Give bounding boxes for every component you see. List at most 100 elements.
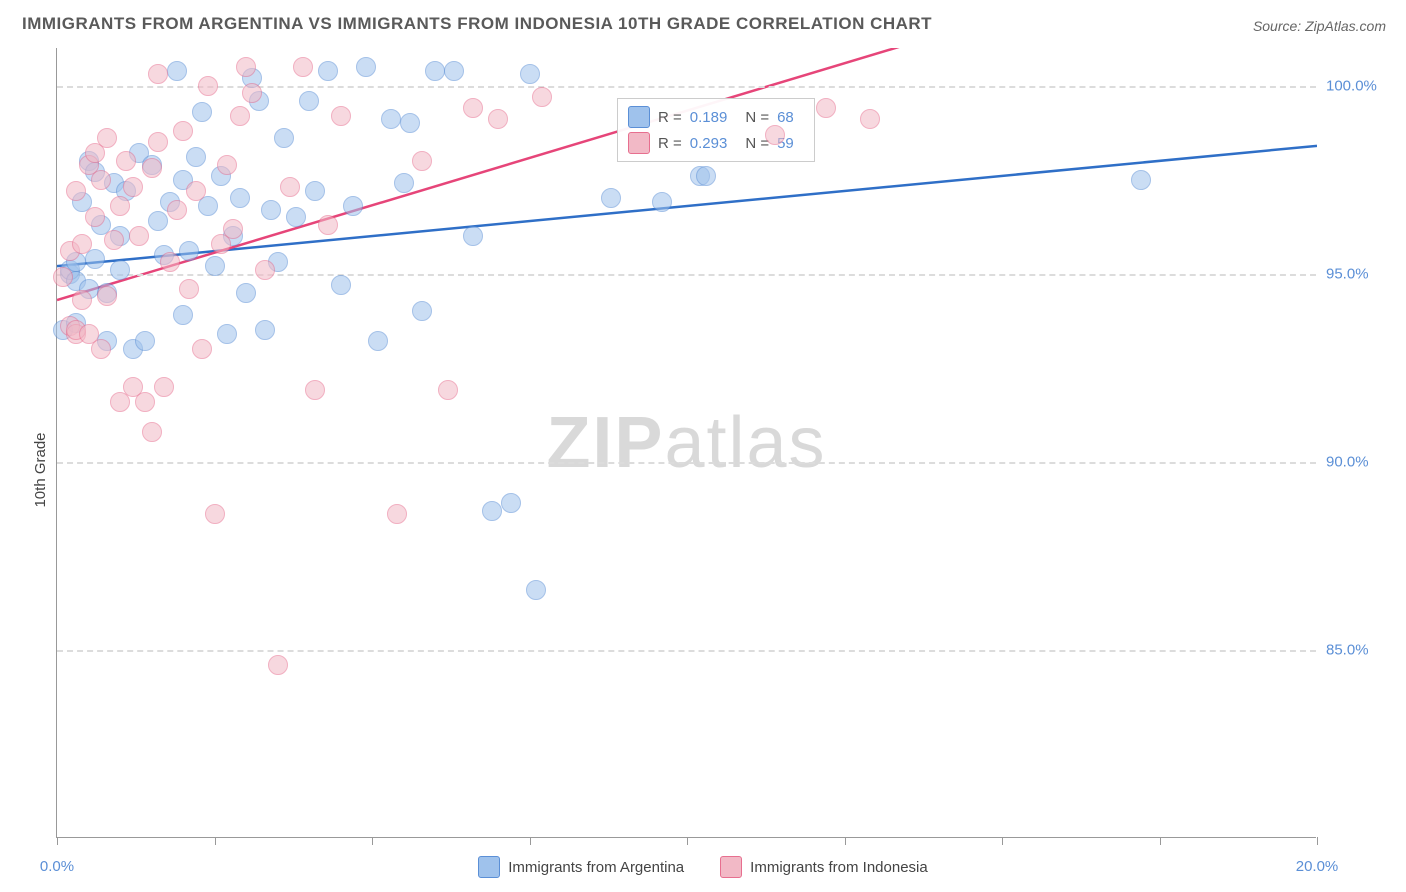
scatter-point	[331, 275, 351, 295]
scatter-point	[186, 181, 206, 201]
legend-swatch	[720, 856, 742, 878]
scatter-point	[652, 192, 672, 212]
scatter-point	[696, 166, 716, 186]
chart-title: IMMIGRANTS FROM ARGENTINA VS IMMIGRANTS …	[22, 14, 932, 34]
scatter-point	[223, 219, 243, 239]
x-tick	[1002, 837, 1003, 845]
legend-series-name: Immigrants from Argentina	[508, 859, 684, 876]
scatter-point	[601, 188, 621, 208]
legend-series: Immigrants from Argentina Immigrants from…	[0, 856, 1406, 882]
legend-r-label: R =	[658, 109, 682, 126]
scatter-point	[129, 226, 149, 246]
y-tick-label: 85.0%	[1326, 641, 1386, 658]
scatter-point	[274, 128, 294, 148]
scatter-point	[205, 504, 225, 524]
x-tick	[215, 837, 216, 845]
scatter-point	[179, 279, 199, 299]
x-tick	[687, 837, 688, 845]
scatter-point	[261, 200, 281, 220]
chart-container: IMMIGRANTS FROM ARGENTINA VS IMMIGRANTS …	[0, 0, 1406, 892]
scatter-point	[236, 283, 256, 303]
scatter-point	[501, 493, 521, 513]
legend-r-value: 0.189	[690, 109, 728, 126]
scatter-point	[154, 377, 174, 397]
scatter-point	[343, 196, 363, 216]
scatter-point	[123, 177, 143, 197]
plot-area: ZIPatlas R =0.189N =68R =0.293N =59 85.0…	[56, 48, 1316, 838]
x-tick	[1160, 837, 1161, 845]
scatter-point	[305, 181, 325, 201]
scatter-point	[368, 331, 388, 351]
scatter-point	[198, 76, 218, 96]
scatter-point	[356, 57, 376, 77]
scatter-point	[97, 286, 117, 306]
scatter-point	[142, 158, 162, 178]
scatter-point	[255, 260, 275, 280]
legend-series-name: Immigrants from Indonesia	[750, 859, 928, 876]
scatter-point	[488, 109, 508, 129]
scatter-point	[148, 132, 168, 152]
scatter-point	[412, 301, 432, 321]
scatter-point	[387, 504, 407, 524]
scatter-point	[85, 207, 105, 227]
gridline	[57, 650, 1316, 652]
scatter-point	[116, 151, 136, 171]
legend-n-value: 68	[777, 109, 794, 126]
scatter-point	[482, 501, 502, 521]
legend-swatch	[628, 106, 650, 128]
legend-correlation: R =0.189N =68R =0.293N =59	[617, 98, 815, 162]
legend-series-item: Immigrants from Indonesia	[720, 856, 928, 878]
gridline	[57, 274, 1316, 276]
scatter-point	[526, 580, 546, 600]
legend-swatch	[478, 856, 500, 878]
scatter-point	[230, 106, 250, 126]
legend-r-label: R =	[658, 135, 682, 152]
scatter-point	[91, 170, 111, 190]
scatter-point	[394, 173, 414, 193]
scatter-point	[148, 211, 168, 231]
scatter-point	[230, 188, 250, 208]
scatter-point	[135, 331, 155, 351]
source-label: Source:	[1253, 18, 1301, 34]
x-tick	[530, 837, 531, 845]
scatter-point	[412, 151, 432, 171]
scatter-point	[186, 147, 206, 167]
scatter-point	[293, 57, 313, 77]
scatter-point	[72, 290, 92, 310]
scatter-point	[331, 106, 351, 126]
scatter-point	[765, 125, 785, 145]
scatter-point	[97, 128, 117, 148]
y-axis-label: 10th Grade	[32, 432, 49, 507]
source-value: ZipAtlas.com	[1305, 18, 1386, 34]
scatter-point	[66, 181, 86, 201]
scatter-point	[255, 320, 275, 340]
legend-r-value: 0.293	[690, 135, 728, 152]
source-attribution: Source: ZipAtlas.com	[1253, 18, 1386, 34]
scatter-point	[173, 305, 193, 325]
scatter-point	[192, 102, 212, 122]
scatter-point	[110, 196, 130, 216]
scatter-point	[148, 64, 168, 84]
x-tick	[845, 837, 846, 845]
trendlines-layer	[57, 48, 1317, 838]
scatter-point	[444, 61, 464, 81]
scatter-point	[160, 252, 180, 272]
x-tick	[57, 837, 58, 845]
scatter-point	[217, 155, 237, 175]
scatter-point	[179, 241, 199, 261]
y-tick-label: 90.0%	[1326, 453, 1386, 470]
scatter-point	[318, 215, 338, 235]
scatter-point	[520, 64, 540, 84]
scatter-point	[205, 256, 225, 276]
scatter-point	[1131, 170, 1151, 190]
scatter-point	[532, 87, 552, 107]
legend-series-item: Immigrants from Argentina	[478, 856, 684, 878]
scatter-point	[91, 339, 111, 359]
scatter-point	[192, 339, 212, 359]
scatter-point	[72, 234, 92, 254]
scatter-point	[816, 98, 836, 118]
scatter-point	[463, 98, 483, 118]
scatter-point	[280, 177, 300, 197]
scatter-point	[299, 91, 319, 111]
watermark: ZIPatlas	[546, 402, 826, 484]
